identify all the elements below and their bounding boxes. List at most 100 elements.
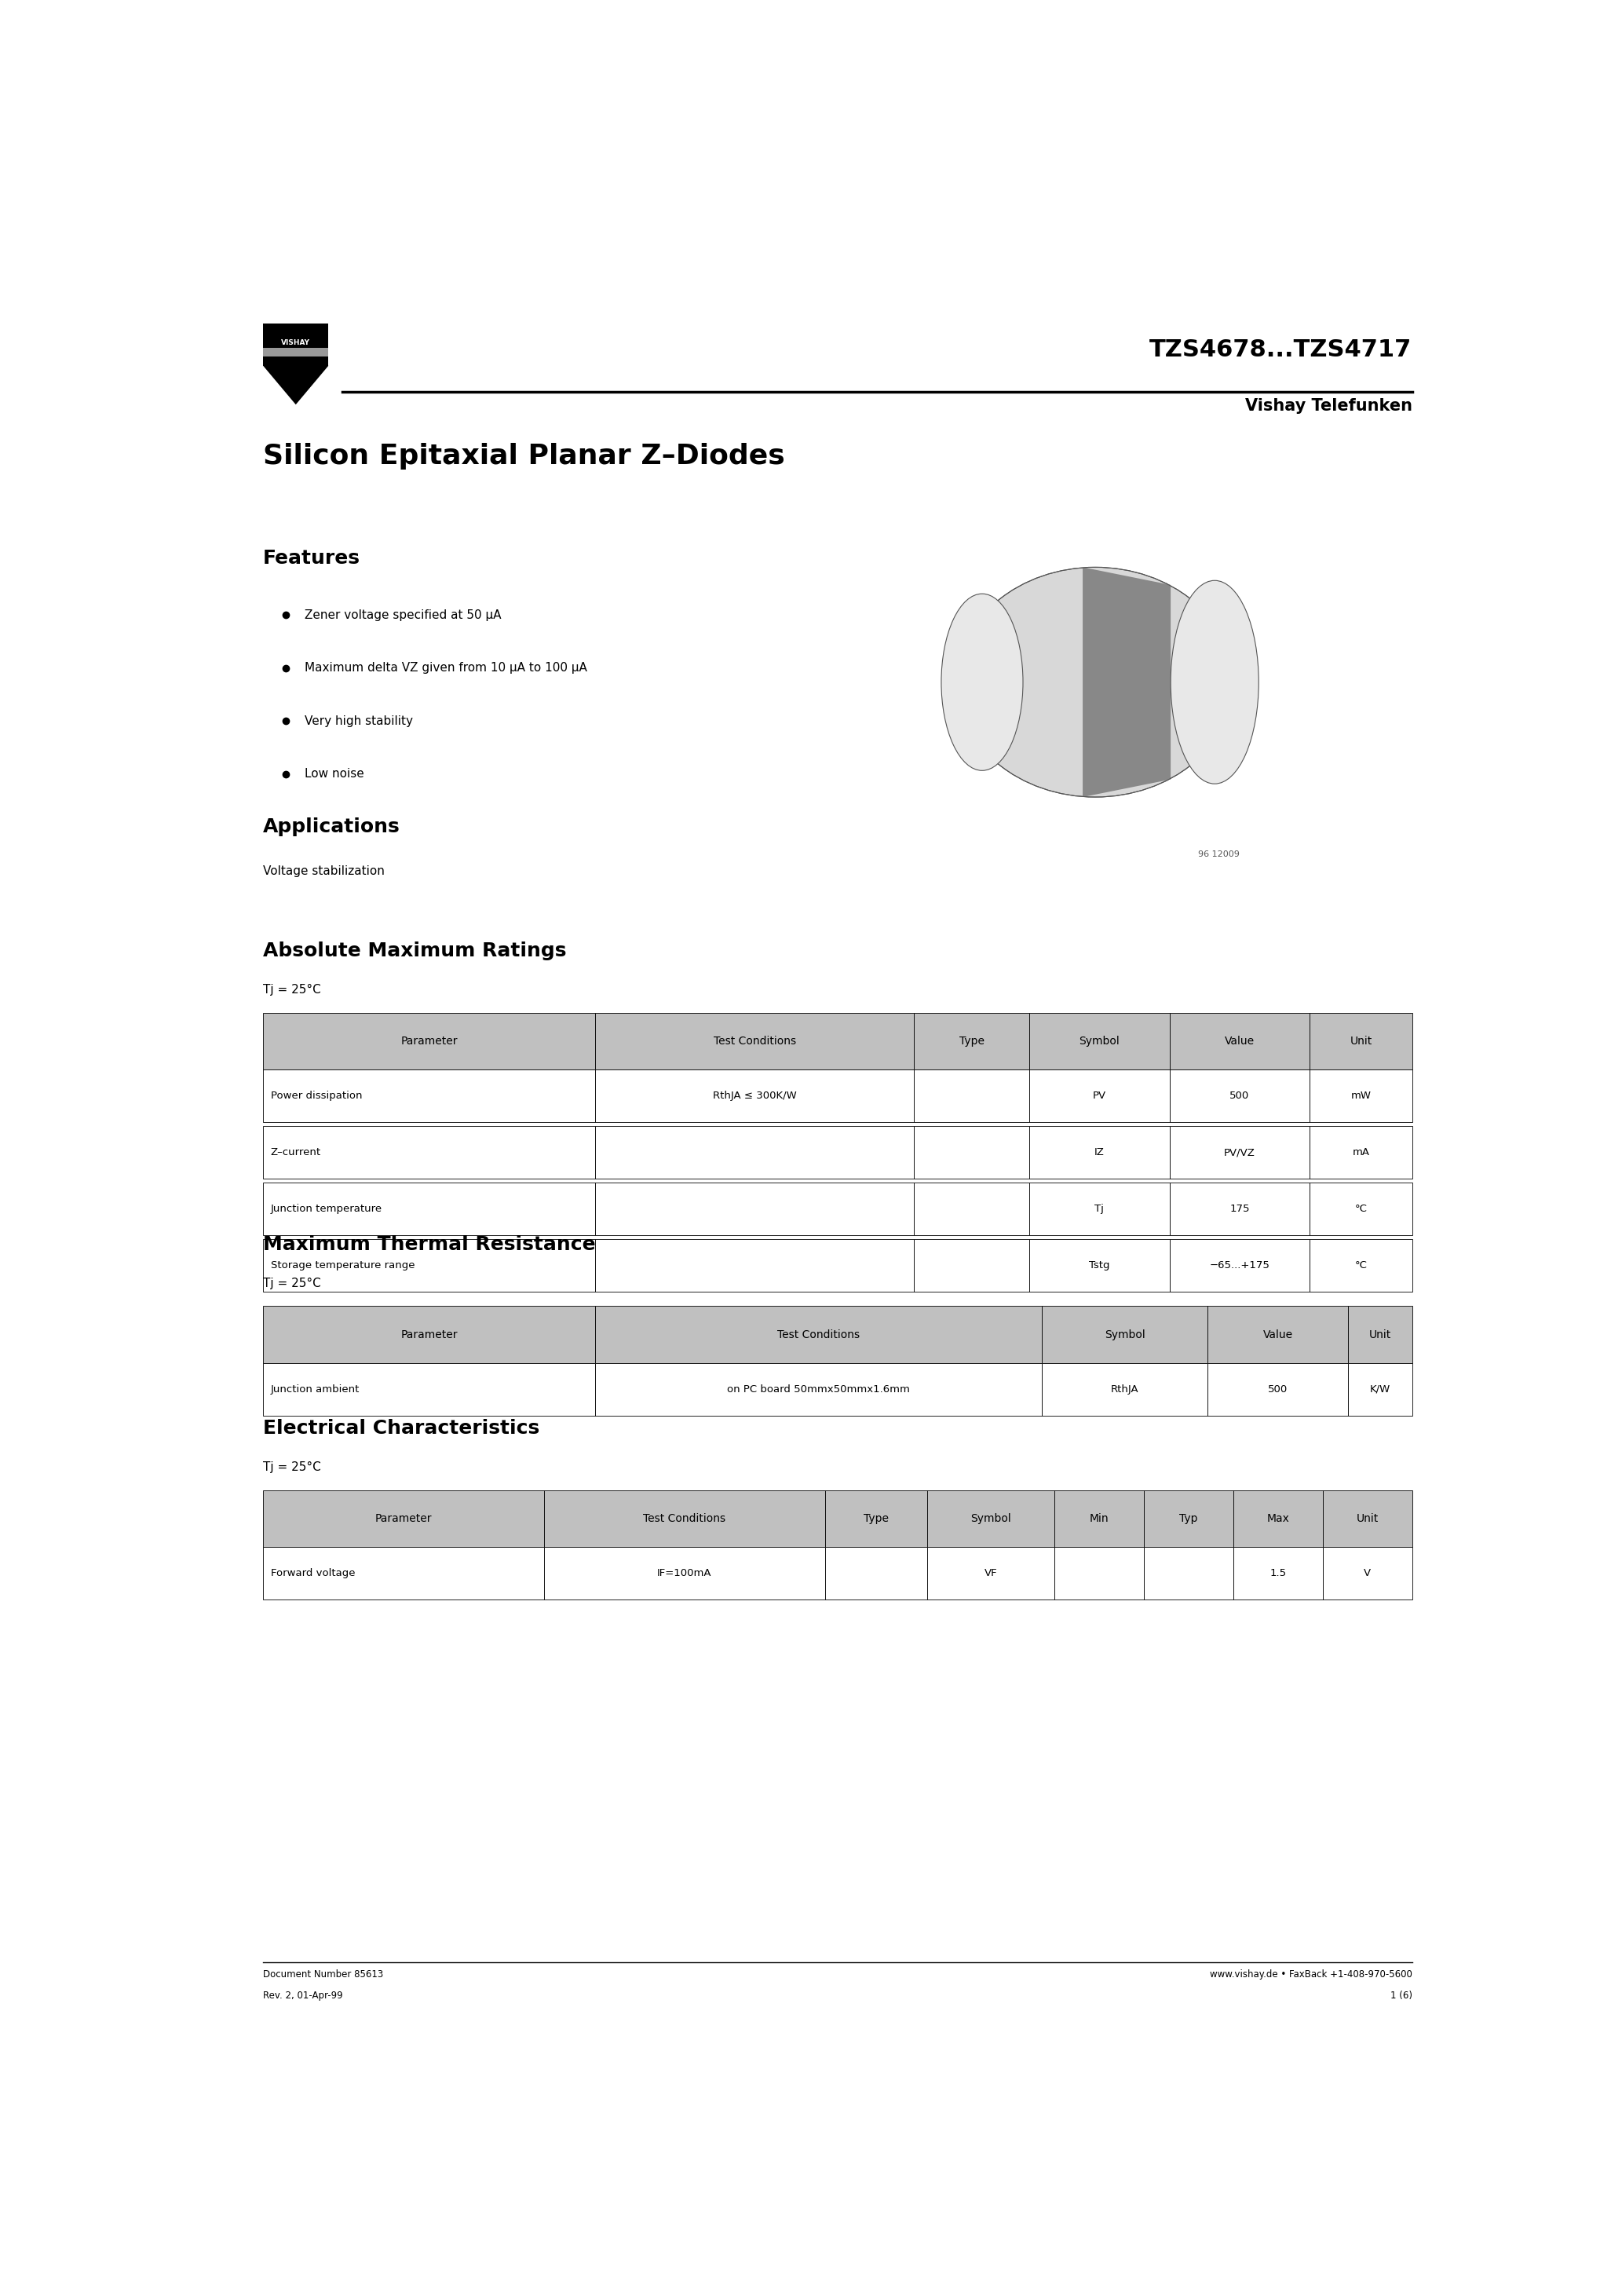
FancyBboxPatch shape <box>1233 1490 1322 1548</box>
FancyBboxPatch shape <box>595 1182 915 1235</box>
Text: www.vishay.de • FaxBack +1-408-970-5600: www.vishay.de • FaxBack +1-408-970-5600 <box>1210 1970 1413 1979</box>
Polygon shape <box>1083 567 1171 797</box>
Ellipse shape <box>957 567 1234 797</box>
FancyBboxPatch shape <box>1144 1548 1233 1600</box>
Text: Max: Max <box>1267 1513 1289 1525</box>
Text: Junction temperature: Junction temperature <box>271 1203 383 1215</box>
Text: 500: 500 <box>1268 1384 1288 1394</box>
FancyBboxPatch shape <box>543 1548 826 1600</box>
FancyBboxPatch shape <box>1054 1490 1144 1548</box>
Text: Symbol: Symbol <box>1079 1035 1119 1047</box>
FancyBboxPatch shape <box>926 1490 1054 1548</box>
FancyBboxPatch shape <box>595 1306 1041 1364</box>
Text: °C: °C <box>1354 1261 1367 1270</box>
FancyBboxPatch shape <box>1311 1013 1413 1070</box>
FancyBboxPatch shape <box>263 1182 595 1235</box>
FancyBboxPatch shape <box>915 1125 1028 1178</box>
Text: Symbol: Symbol <box>970 1513 1011 1525</box>
FancyBboxPatch shape <box>1208 1364 1348 1417</box>
Text: Features: Features <box>263 549 360 567</box>
Text: Applications: Applications <box>263 817 401 836</box>
FancyBboxPatch shape <box>263 1306 595 1364</box>
Text: Symbol: Symbol <box>1105 1329 1145 1341</box>
Text: mA: mA <box>1353 1148 1369 1157</box>
FancyBboxPatch shape <box>915 1070 1028 1123</box>
Text: Rev. 2, 01-Apr-99: Rev. 2, 01-Apr-99 <box>263 1991 342 2000</box>
Text: Unit: Unit <box>1350 1035 1372 1047</box>
Text: PV: PV <box>1093 1091 1106 1102</box>
FancyBboxPatch shape <box>263 1490 543 1548</box>
Text: Zener voltage specified at 50 μA: Zener voltage specified at 50 μA <box>305 608 501 620</box>
FancyBboxPatch shape <box>1041 1306 1208 1364</box>
Text: Forward voltage: Forward voltage <box>271 1568 355 1577</box>
FancyBboxPatch shape <box>263 1548 543 1600</box>
Text: Parameter: Parameter <box>401 1035 457 1047</box>
FancyBboxPatch shape <box>1169 1070 1311 1123</box>
Text: Vishay Telefunken: Vishay Telefunken <box>1244 400 1413 413</box>
Polygon shape <box>263 324 328 365</box>
Ellipse shape <box>941 595 1023 771</box>
FancyBboxPatch shape <box>1348 1306 1413 1364</box>
Text: °C: °C <box>1354 1203 1367 1215</box>
FancyBboxPatch shape <box>1311 1070 1413 1123</box>
Text: Very high stability: Very high stability <box>305 714 414 728</box>
Text: Power dissipation: Power dissipation <box>271 1091 362 1102</box>
FancyBboxPatch shape <box>595 1240 915 1293</box>
FancyBboxPatch shape <box>1041 1364 1208 1417</box>
Text: RthJA ≤ 300K/W: RthJA ≤ 300K/W <box>712 1091 796 1102</box>
Text: VF: VF <box>985 1568 998 1577</box>
Text: Test Conditions: Test Conditions <box>642 1513 725 1525</box>
FancyBboxPatch shape <box>263 1240 595 1293</box>
Text: −65...+175: −65...+175 <box>1210 1261 1270 1270</box>
Text: Tj = 25°C: Tj = 25°C <box>263 1277 321 1288</box>
Text: Typ: Typ <box>1179 1513 1199 1525</box>
Text: Junction ambient: Junction ambient <box>271 1384 360 1394</box>
Text: Voltage stabilization: Voltage stabilization <box>263 866 384 877</box>
Polygon shape <box>263 349 328 356</box>
FancyBboxPatch shape <box>826 1548 926 1600</box>
Text: Tj: Tj <box>1095 1203 1105 1215</box>
Text: Type: Type <box>863 1513 889 1525</box>
Text: Value: Value <box>1225 1035 1255 1047</box>
FancyBboxPatch shape <box>1144 1490 1233 1548</box>
Text: on PC board 50mmx50mmx1.6mm: on PC board 50mmx50mmx1.6mm <box>727 1384 910 1394</box>
Text: IF=100mA: IF=100mA <box>657 1568 712 1577</box>
Polygon shape <box>263 365 328 404</box>
Text: Absolute Maximum Ratings: Absolute Maximum Ratings <box>263 941 566 960</box>
FancyBboxPatch shape <box>826 1490 926 1548</box>
FancyBboxPatch shape <box>1028 1013 1169 1070</box>
Text: Test Conditions: Test Conditions <box>714 1035 796 1047</box>
FancyBboxPatch shape <box>1169 1125 1311 1178</box>
FancyBboxPatch shape <box>1169 1013 1311 1070</box>
Text: Unit: Unit <box>1369 1329 1392 1341</box>
Text: 96 12009: 96 12009 <box>1199 850 1239 859</box>
Text: 500: 500 <box>1229 1091 1249 1102</box>
Text: V: V <box>1364 1568 1371 1577</box>
Text: Tj = 25°C: Tj = 25°C <box>263 985 321 996</box>
Text: mW: mW <box>1351 1091 1371 1102</box>
FancyBboxPatch shape <box>1028 1070 1169 1123</box>
Text: VISHAY: VISHAY <box>281 340 310 347</box>
FancyBboxPatch shape <box>595 1125 915 1178</box>
FancyBboxPatch shape <box>926 1548 1054 1600</box>
Text: Silicon Epitaxial Planar Z–Diodes: Silicon Epitaxial Planar Z–Diodes <box>263 443 785 468</box>
Text: Value: Value <box>1264 1329 1293 1341</box>
Text: IZ: IZ <box>1095 1148 1105 1157</box>
FancyBboxPatch shape <box>915 1240 1028 1293</box>
Text: Parameter: Parameter <box>401 1329 457 1341</box>
FancyBboxPatch shape <box>595 1070 915 1123</box>
Ellipse shape <box>1171 581 1259 783</box>
Text: Type: Type <box>959 1035 985 1047</box>
Text: 175: 175 <box>1229 1203 1249 1215</box>
Text: 1.5: 1.5 <box>1270 1568 1286 1577</box>
FancyBboxPatch shape <box>1233 1548 1322 1600</box>
Text: Parameter: Parameter <box>375 1513 431 1525</box>
FancyBboxPatch shape <box>1322 1490 1413 1548</box>
Text: Maximum delta VZ given from 10 μA to 100 μA: Maximum delta VZ given from 10 μA to 100… <box>305 661 587 675</box>
Text: Test Conditions: Test Conditions <box>777 1329 860 1341</box>
Text: Z–current: Z–current <box>271 1148 321 1157</box>
FancyBboxPatch shape <box>595 1364 1041 1417</box>
Text: RthJA: RthJA <box>1111 1384 1139 1394</box>
Text: K/W: K/W <box>1371 1384 1390 1394</box>
Text: PV/VZ: PV/VZ <box>1225 1148 1255 1157</box>
